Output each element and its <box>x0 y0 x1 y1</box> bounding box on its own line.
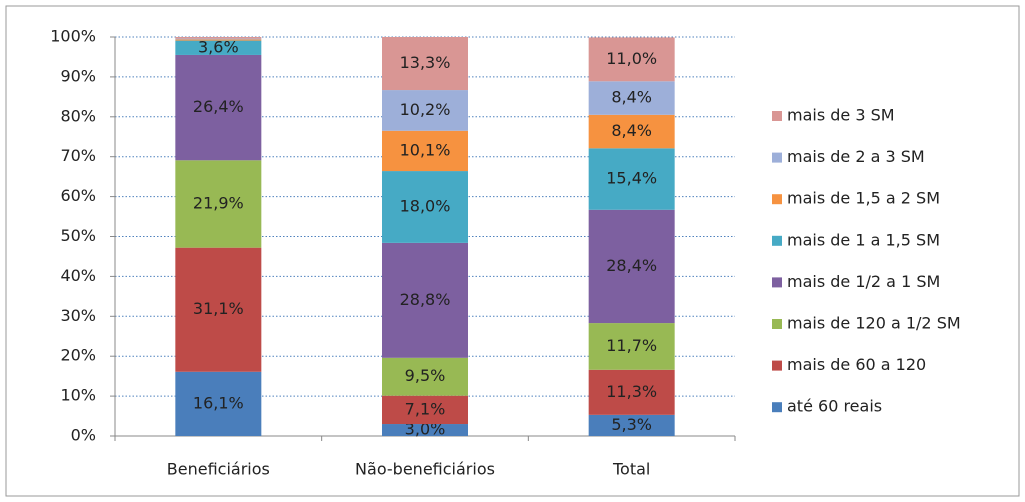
legend-label: mais de 3 SM <box>787 106 895 125</box>
y-tick-label: 30% <box>60 306 96 325</box>
bar-segment <box>382 90 468 131</box>
bar-segment <box>175 247 262 372</box>
legend-label: mais de 1,5 a 2 SM <box>787 189 940 208</box>
bar-segment <box>382 130 468 172</box>
legend-label: mais de 60 a 120 <box>787 355 926 374</box>
legend-swatch <box>772 152 782 163</box>
legend-swatch <box>772 402 782 413</box>
bar-segment <box>588 323 675 370</box>
data-label: 5,3% <box>611 415 652 434</box>
data-label: 18,0% <box>400 196 451 215</box>
y-tick-label: 60% <box>60 186 96 205</box>
data-label: 15,4% <box>606 169 657 188</box>
bar-segment <box>175 39 262 41</box>
bar-segment <box>175 371 262 436</box>
data-label: 9,5% <box>405 366 446 385</box>
bar-segment <box>382 171 468 243</box>
legend-swatch <box>772 111 782 121</box>
data-label: 31,1% <box>193 299 244 318</box>
bar-segment <box>588 209 675 324</box>
data-label: 16,1% <box>193 393 244 412</box>
chart-frame <box>5 5 1020 497</box>
data-label: 8,4% <box>611 121 652 140</box>
bar-segment <box>175 40 262 55</box>
legend-swatch <box>772 235 782 246</box>
x-tick-label: Beneficiários <box>167 460 270 479</box>
bar-segment <box>588 148 675 210</box>
data-label: 28,4% <box>606 256 657 275</box>
legend-label: mais de 1 a 1,5 SM <box>787 230 940 249</box>
legend-swatch <box>772 277 782 288</box>
data-label: 10,2% <box>400 100 451 119</box>
x-tick-label: Total <box>612 460 650 479</box>
bar-segment <box>175 160 262 248</box>
legend-swatch <box>772 319 782 329</box>
legend-label: mais de 1/2 a 1 SM <box>787 272 940 291</box>
y-tick-label: 90% <box>60 66 96 85</box>
bar-segment <box>382 395 468 425</box>
y-tick-label: 0% <box>71 426 96 445</box>
y-tick-label: 40% <box>60 266 96 285</box>
data-label: 8,4% <box>611 88 652 107</box>
bar-segment <box>382 242 468 358</box>
legend-swatch <box>772 360 782 371</box>
data-label: 3,6% <box>198 37 239 56</box>
bar-segment <box>382 424 468 436</box>
x-tick-label: Não-beneficiários <box>355 460 495 479</box>
data-label: 11,0% <box>606 49 657 68</box>
data-label: 28,8% <box>400 290 451 309</box>
data-label: 13,3% <box>400 53 451 72</box>
data-label: 3,0% <box>405 420 446 439</box>
y-tick-label: 20% <box>60 346 96 365</box>
data-label: 10,1% <box>400 140 451 159</box>
y-tick-label: 10% <box>60 386 96 405</box>
y-tick-label: 100% <box>50 27 96 46</box>
data-label: 21,9% <box>193 193 244 212</box>
y-tick-label: 80% <box>60 106 96 125</box>
bar-segment <box>588 114 675 149</box>
bar-segment <box>175 38 262 40</box>
bar-segment <box>588 414 675 436</box>
data-label: 26,4% <box>193 97 244 116</box>
data-label: 11,3% <box>606 382 657 401</box>
y-tick-label: 50% <box>60 226 96 245</box>
data-label: 7,1% <box>405 399 446 418</box>
legend-swatch <box>772 194 782 205</box>
bar-segment <box>175 54 262 161</box>
bar-segment <box>588 81 675 115</box>
bar-segment <box>588 37 675 82</box>
y-tick-label: 70% <box>60 146 96 165</box>
bar-segment <box>588 369 675 415</box>
bar-segment <box>382 357 468 396</box>
legend-label: até 60 reais <box>787 397 882 416</box>
legend-label: mais de 2 a 3 SM <box>787 147 925 166</box>
bar-segment <box>382 37 468 91</box>
legend-label: mais de 120 a 1/2 SM <box>787 314 961 333</box>
bar-segment <box>175 37 262 39</box>
data-label: 11,7% <box>606 336 657 355</box>
